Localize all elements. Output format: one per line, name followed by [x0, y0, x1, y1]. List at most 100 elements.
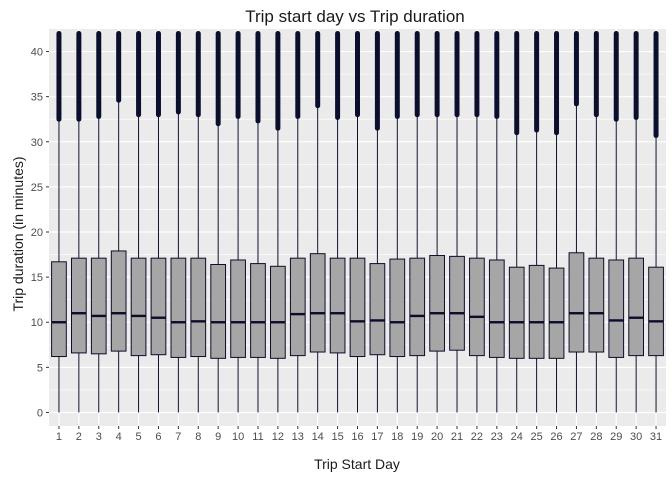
box-day-20 [429, 31, 445, 413]
box-day-27 [568, 31, 585, 413]
iqr-box [588, 257, 605, 353]
box-day-4 [110, 31, 127, 413]
x-tick-label: 27 [570, 431, 582, 443]
x-tick-label: 19 [411, 431, 423, 443]
y-tick-label: 0 [37, 407, 43, 419]
iqr-box [409, 257, 426, 357]
x-tick-label: 1 [56, 431, 62, 443]
iqr-box [250, 263, 266, 358]
box-day-6 [150, 31, 167, 413]
box-day-31 [648, 31, 664, 413]
box-day-16 [349, 31, 366, 413]
y-tick-label: 15 [31, 272, 43, 284]
chart-title: Trip start day vs Trip duration [245, 7, 465, 26]
box-day-21 [449, 31, 465, 413]
iqr-box [51, 261, 67, 358]
box-day-24 [508, 31, 525, 413]
iqr-box [150, 257, 167, 356]
x-tick-label: 12 [272, 431, 284, 443]
x-tick-label: 14 [312, 431, 324, 443]
iqr-box [628, 257, 645, 357]
iqr-box [528, 264, 545, 359]
iqr-box [170, 257, 187, 358]
x-tick-label: 20 [431, 431, 443, 443]
y-tick-label: 30 [31, 137, 43, 149]
iqr-box [488, 259, 505, 358]
box-day-30 [628, 31, 645, 413]
box-day-1 [51, 31, 67, 413]
x-tick-label: 17 [371, 431, 383, 443]
x-tick-label: 6 [155, 431, 161, 443]
x-tick-label: 8 [195, 431, 201, 443]
x-tick-label: 15 [331, 431, 343, 443]
box-day-9 [210, 31, 227, 413]
box-day-5 [130, 31, 147, 413]
iqr-box [190, 257, 207, 358]
x-tick-label: 22 [471, 431, 483, 443]
x-tick-label: 2 [76, 431, 82, 443]
box-day-26 [548, 31, 565, 413]
x-axis-title: Trip Start Day [314, 456, 400, 472]
iqr-box [329, 257, 346, 354]
x-tick-label: 29 [610, 431, 622, 443]
x-tick-label: 4 [116, 431, 122, 443]
box-day-14 [309, 31, 326, 413]
iqr-box [230, 259, 246, 358]
x-tick-label: 25 [531, 431, 543, 443]
box-day-19 [409, 31, 426, 413]
iqr-box [289, 257, 306, 357]
iqr-box [130, 257, 147, 357]
box-day-22 [469, 31, 485, 413]
iqr-box [449, 255, 465, 351]
box-day-15 [329, 31, 346, 413]
iqr-box [369, 263, 386, 356]
iqr-box [270, 265, 286, 359]
box-day-2 [70, 31, 87, 413]
box-day-17 [369, 31, 386, 413]
box-day-13 [289, 31, 306, 413]
x-tick-label: 26 [550, 431, 562, 443]
x-tick-label: 24 [511, 431, 523, 443]
y-tick-label: 35 [31, 92, 43, 104]
y-axis-title: Trip duration (in minutes) [10, 156, 26, 311]
box-day-8 [190, 31, 207, 413]
x-tick-label: 7 [175, 431, 181, 443]
x-tick-label: 9 [215, 431, 221, 443]
box-day-7 [170, 31, 187, 413]
x-tick-label: 31 [650, 431, 662, 443]
iqr-box [389, 258, 406, 358]
y-tick-label: 10 [31, 317, 43, 329]
box-day-10 [230, 31, 246, 413]
iqr-box [648, 266, 664, 357]
box-day-23 [488, 31, 505, 413]
x-tick-label: 5 [136, 431, 142, 443]
x-tick-label: 16 [351, 431, 363, 443]
x-tick-label: 3 [96, 431, 102, 443]
x-tick-label: 10 [232, 431, 244, 443]
iqr-box [309, 253, 326, 353]
box-day-28 [588, 31, 605, 413]
y-tick-label: 5 [37, 362, 43, 374]
iqr-box [608, 259, 625, 358]
box-series [51, 31, 664, 413]
y-tick-label: 25 [31, 182, 43, 194]
x-tick-label: 13 [292, 431, 304, 443]
box-day-12 [270, 31, 286, 413]
box-day-18 [389, 31, 406, 413]
iqr-box [210, 263, 227, 359]
iqr-box [90, 257, 107, 355]
iqr-box [429, 254, 445, 352]
x-tick-label: 28 [590, 431, 602, 443]
y-tick-label: 20 [31, 227, 43, 239]
x-axis: 1 2 3 4 5 6 7 8 9 10 11 12 13 14 15 16 17 18 19 20 21 22 23 24 2… [56, 426, 662, 443]
iqr-box [508, 266, 525, 359]
iqr-box [548, 267, 565, 359]
x-tick-label: 18 [391, 431, 403, 443]
iqr-box [110, 250, 127, 352]
y-axis: 0 5 10 15 20 25 30 35 40 [31, 47, 49, 419]
x-tick-label: 21 [451, 431, 463, 443]
y-tick-label: 40 [31, 47, 43, 59]
x-tick-label: 30 [630, 431, 642, 443]
iqr-box [349, 257, 366, 358]
